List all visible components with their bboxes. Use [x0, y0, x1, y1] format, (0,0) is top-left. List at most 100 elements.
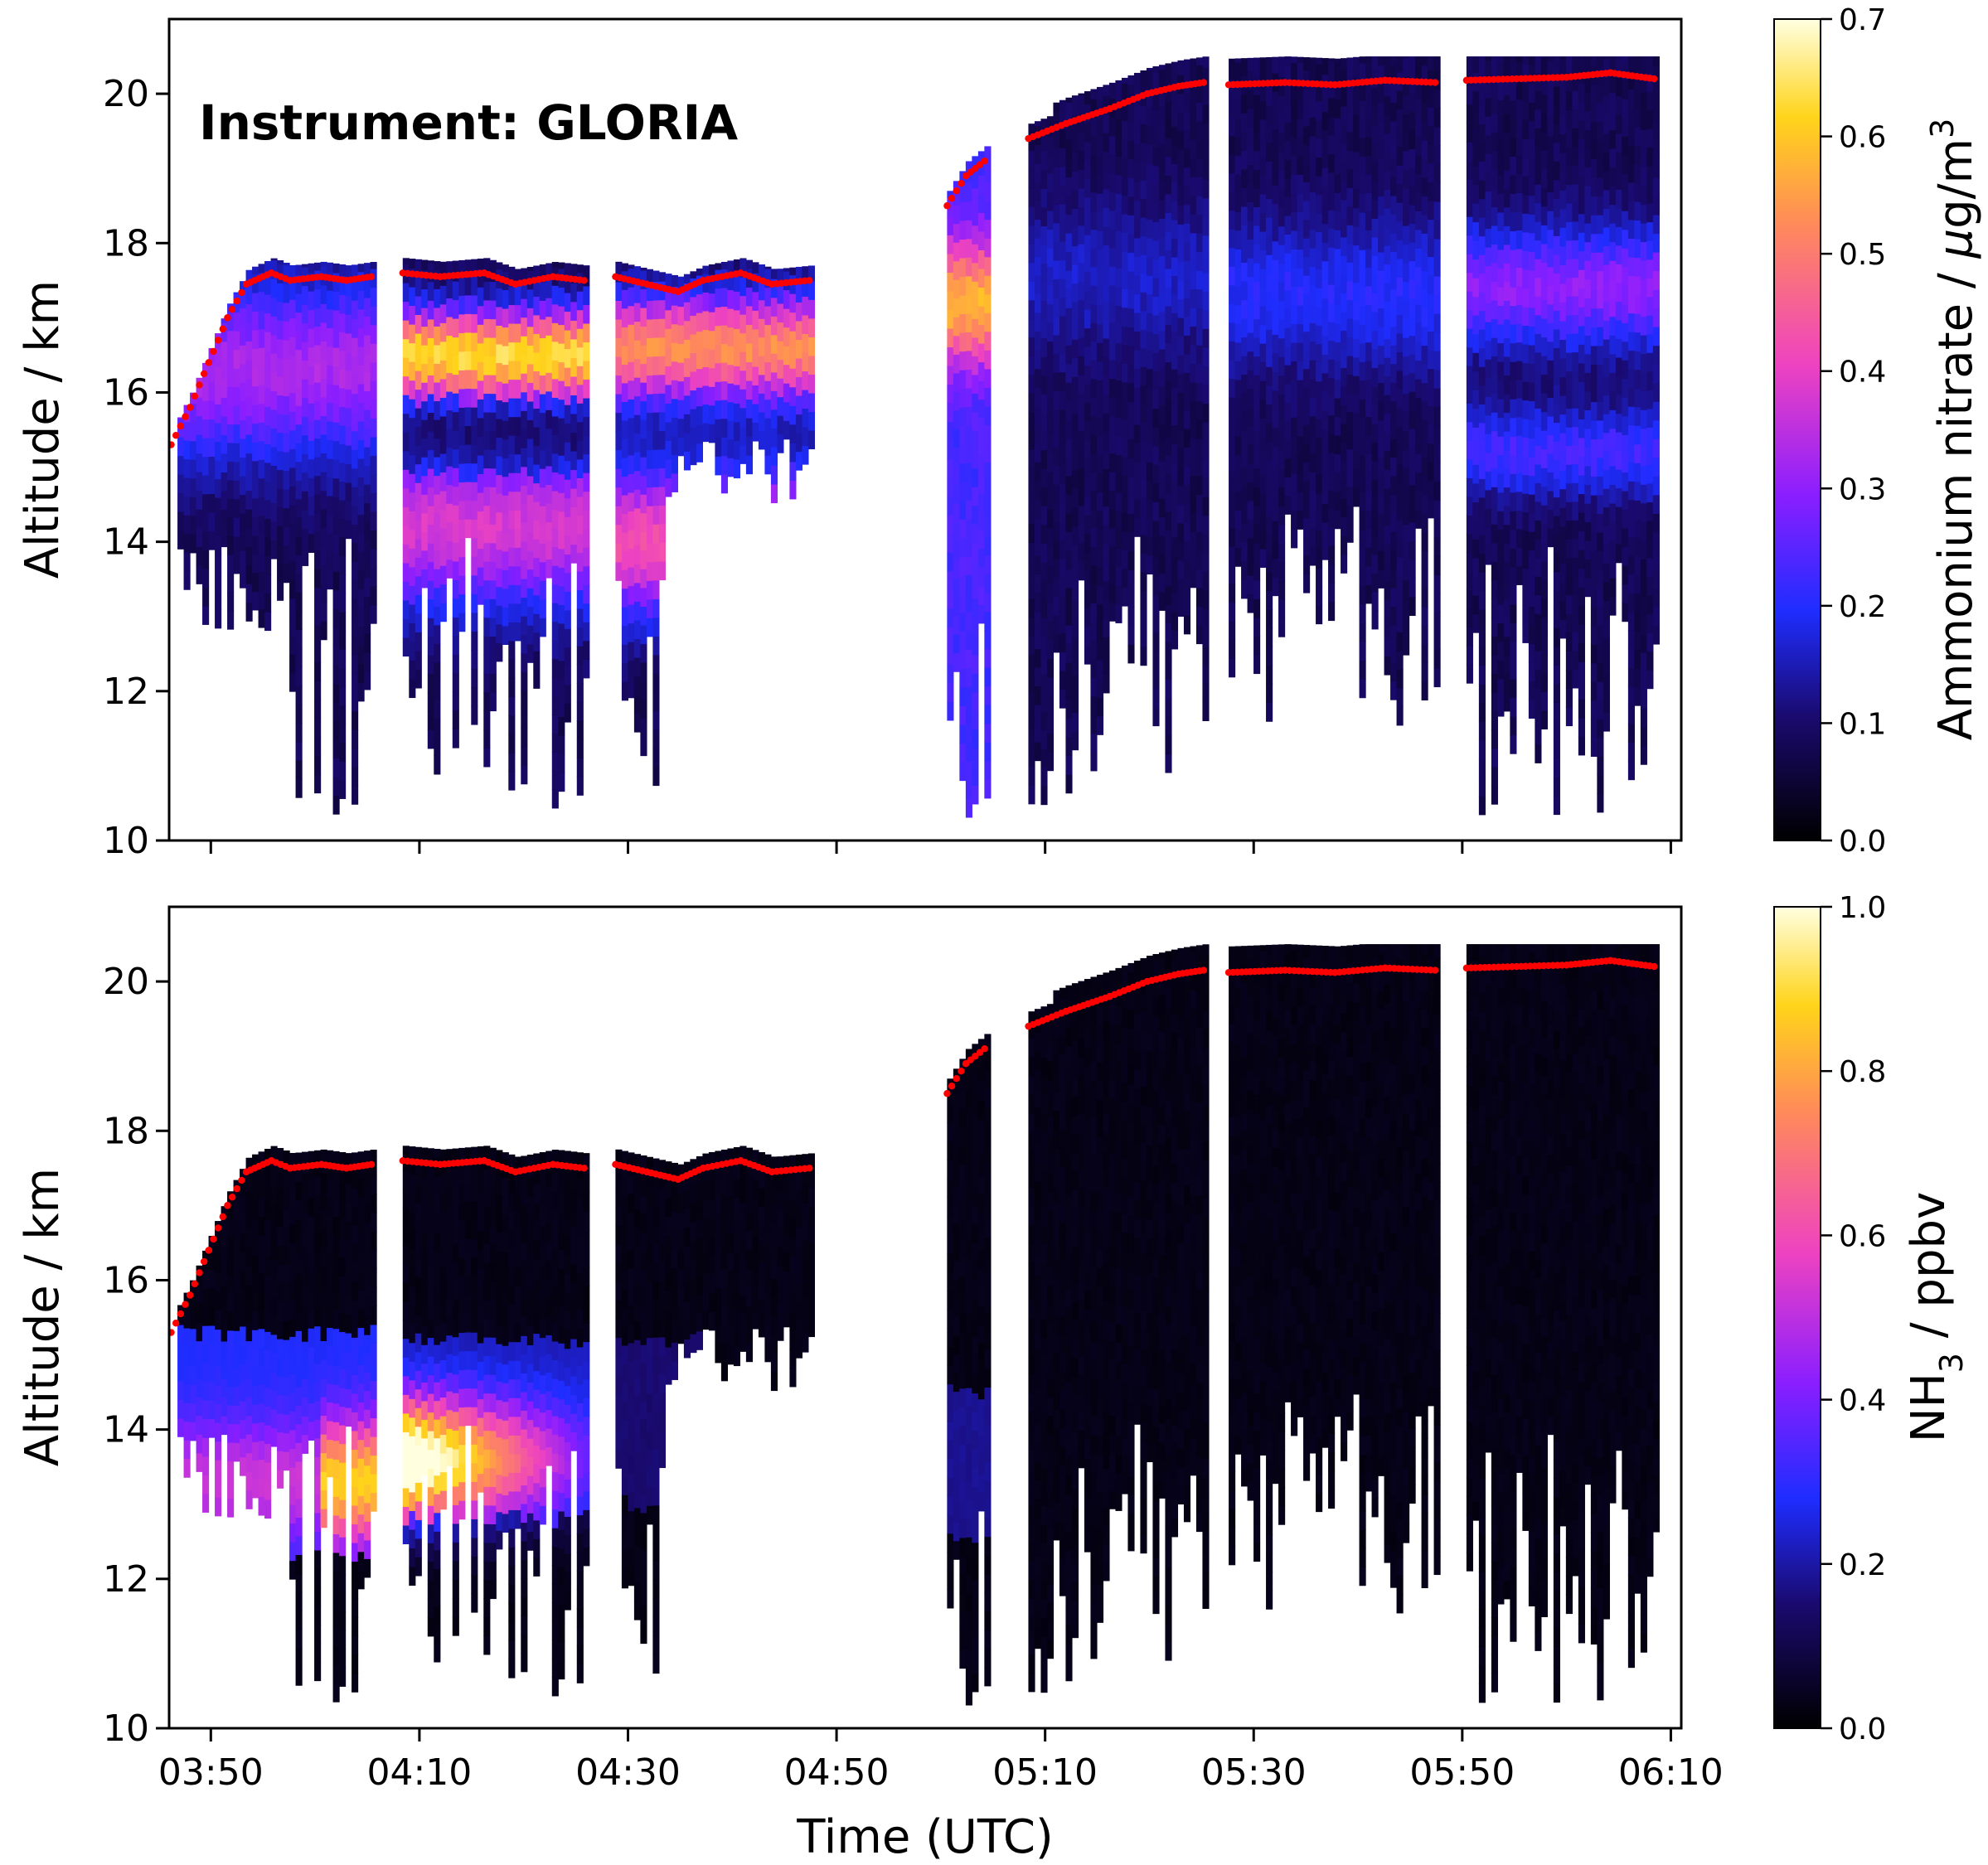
heatmap-cell — [783, 268, 790, 272]
heatmap-cell — [1133, 312, 1142, 332]
heatmap-cell — [1321, 130, 1329, 150]
heatmap-cell — [1146, 293, 1154, 313]
heatmap-cell — [1359, 660, 1366, 680]
heatmap-cell — [277, 581, 284, 601]
heatmap-cell — [1466, 627, 1473, 647]
heatmap-cell — [477, 511, 484, 530]
heatmap-cell — [227, 610, 235, 630]
heatmap-cell — [1177, 579, 1185, 598]
heatmap-cell — [1478, 366, 1486, 386]
heatmap-cell — [1565, 128, 1573, 148]
heatmap-column — [477, 258, 484, 605]
heatmap-cell — [1303, 293, 1311, 313]
heatmap-cell — [240, 345, 247, 365]
heatmap-cell — [583, 491, 590, 511]
heatmap-cell — [1396, 501, 1404, 521]
heatmap-cell — [1622, 527, 1629, 548]
heatmap-cell — [733, 328, 740, 348]
heatmap-cell — [977, 380, 985, 400]
heatmap-cell — [570, 395, 578, 414]
heatmap-cell — [1284, 458, 1292, 477]
heatmap-cell — [752, 347, 759, 367]
heatmap-cell — [1565, 594, 1573, 614]
heatmap-cell — [332, 497, 340, 516]
heatmap-cell — [658, 523, 666, 544]
heatmap-cell — [789, 331, 797, 351]
heatmap-cell — [483, 524, 491, 544]
heatmap-cell — [183, 404, 191, 423]
heatmap-cell — [1253, 187, 1261, 208]
heatmap-cell — [258, 291, 265, 311]
heatmap-cell — [1559, 451, 1567, 471]
heatmap-cell — [402, 432, 410, 452]
heatmap-cell — [295, 647, 303, 668]
heatmap-cell — [977, 230, 985, 250]
heatmap-cell — [564, 479, 571, 499]
heatmap-cell — [402, 581, 410, 601]
heatmap-column — [1472, 56, 1480, 633]
heatmap-cell — [1522, 306, 1530, 327]
heatmap-cell — [1578, 83, 1585, 103]
heatmap-cell — [1183, 223, 1191, 243]
heatmap-cell — [583, 416, 590, 436]
heatmap-cell — [633, 395, 641, 415]
heatmap-cell — [1433, 388, 1441, 408]
heatmap-cell — [227, 591, 235, 612]
heatmap-cell — [471, 407, 478, 427]
heatmap-cell — [1190, 363, 1197, 383]
heatmap-cell — [215, 441, 222, 461]
heatmap-cell — [1597, 327, 1604, 346]
heatmap-cell — [1553, 198, 1560, 218]
heatmap-cell — [652, 375, 660, 395]
heatmap-cell — [1428, 293, 1435, 313]
heatmap-column — [345, 265, 352, 540]
heatmap-cell — [1071, 357, 1079, 377]
heatmap-cell — [1195, 587, 1204, 608]
heatmap-cell — [1297, 174, 1304, 194]
heatmap-cell — [1553, 497, 1560, 516]
heatmap-cell — [564, 516, 571, 536]
heatmap-cell — [1384, 637, 1391, 657]
heatmap-cell — [1190, 195, 1197, 215]
heatmap-cell — [1609, 92, 1617, 112]
heatmap-cell — [1572, 314, 1579, 334]
heatmap-cell — [464, 443, 472, 464]
heatmap-cell — [1303, 182, 1311, 201]
heatmap-cell — [1597, 308, 1604, 327]
heatmap-cell — [1503, 337, 1510, 357]
heatmap-column — [489, 259, 497, 712]
heatmap-cell — [439, 415, 447, 436]
heatmap-cell — [1528, 381, 1535, 402]
heatmap-cell — [727, 438, 735, 458]
heatmap-cell — [1428, 237, 1435, 258]
heatmap-cell — [1609, 316, 1617, 336]
heatmap-cell — [770, 334, 778, 354]
heatmap-cell — [339, 264, 347, 277]
heatmap-cell — [965, 686, 972, 706]
heatmap-cell — [270, 279, 278, 298]
heatmap-cell — [628, 305, 635, 325]
heatmap-cell — [308, 440, 315, 460]
heatmap-cell — [1046, 715, 1055, 734]
heatmap-cell — [1609, 241, 1617, 261]
heatmap-cell — [277, 451, 284, 471]
heatmap-cell — [1341, 143, 1348, 163]
heatmap-cell — [1146, 67, 1154, 70]
heatmap-cell — [489, 356, 497, 375]
heatmap-cell — [357, 402, 365, 422]
heatmap-cell — [640, 606, 647, 626]
heatmap-cell — [1171, 574, 1179, 593]
heatmap-cell — [558, 455, 565, 475]
heatmap-cell — [1590, 121, 1598, 141]
heatmap-cell — [615, 431, 623, 451]
heatmap-cell — [1127, 158, 1135, 178]
heatmap-cell — [558, 697, 565, 718]
heatmap-cell — [1428, 274, 1435, 295]
heatmap-column — [183, 404, 191, 590]
heatmap-cell — [583, 510, 590, 530]
heatmap-cell — [439, 490, 447, 511]
heatmap-cell — [570, 469, 578, 489]
heatmap-cell — [1229, 564, 1236, 584]
heatmap-cell — [1177, 93, 1185, 113]
heatmap-cell — [1065, 606, 1073, 626]
